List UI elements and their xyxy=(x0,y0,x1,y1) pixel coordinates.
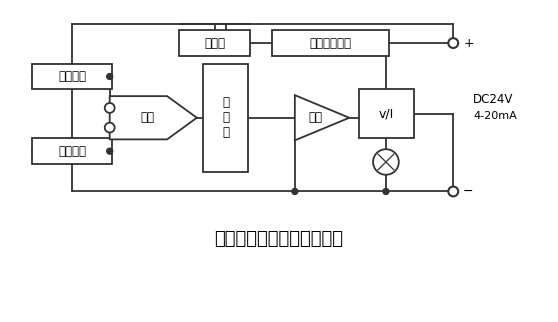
Text: −: − xyxy=(463,185,474,198)
Text: 基准源: 基准源 xyxy=(204,37,225,50)
Text: 冷端补偿: 冷端补偿 xyxy=(58,145,86,158)
Bar xyxy=(179,30,251,56)
Bar xyxy=(272,30,389,56)
Bar xyxy=(32,138,112,164)
Bar xyxy=(32,64,112,89)
Bar xyxy=(203,64,248,172)
Text: v/I: v/I xyxy=(379,107,394,120)
Text: 线
性
化: 线 性 化 xyxy=(222,96,229,139)
Circle shape xyxy=(448,186,458,196)
Polygon shape xyxy=(295,95,349,140)
Circle shape xyxy=(373,149,399,175)
Polygon shape xyxy=(110,96,197,139)
Circle shape xyxy=(107,73,113,80)
Circle shape xyxy=(105,103,114,113)
Text: 4-20mA: 4-20mA xyxy=(473,111,517,121)
Circle shape xyxy=(105,123,114,132)
Text: 放大: 放大 xyxy=(140,111,155,124)
Text: +: + xyxy=(463,37,474,50)
Circle shape xyxy=(107,148,113,154)
Text: 放大: 放大 xyxy=(308,111,322,124)
Circle shape xyxy=(292,188,298,194)
Text: DC24V: DC24V xyxy=(473,93,513,106)
Text: 反接限流保护: 反接限流保护 xyxy=(310,37,352,50)
Circle shape xyxy=(383,188,389,194)
Text: 热电偶温度变送器原理框图: 热电偶温度变送器原理框图 xyxy=(214,230,344,248)
Circle shape xyxy=(448,38,458,48)
Bar xyxy=(359,89,413,138)
Text: 断偶保护: 断偶保护 xyxy=(58,70,86,83)
